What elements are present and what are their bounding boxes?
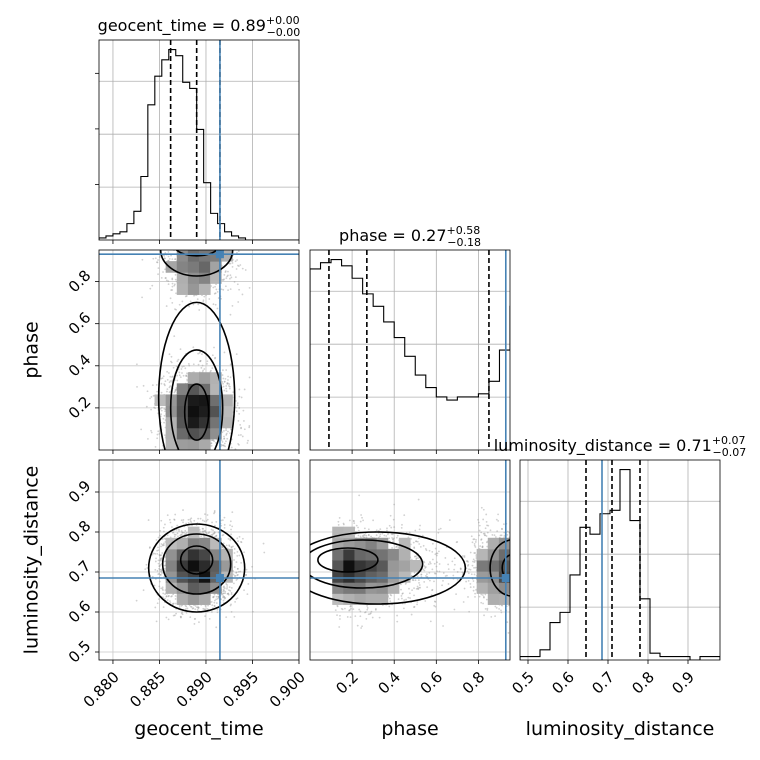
histogram-geocent_time [99, 48, 299, 240]
panel-title-geocent_time: geocent_time = 0.89+0.00 −0.00 [98, 14, 301, 39]
panel-frame [309, 459, 511, 661]
histogram-luminosity_distance [520, 468, 720, 660]
y-axis-label-phase: phase [21, 321, 43, 378]
x-tick-label: 0.7 [588, 668, 618, 698]
x-tick-label: 0.6 [548, 668, 578, 698]
density-blocks [332, 526, 510, 605]
x-tick-label: 0.6 [417, 668, 447, 698]
y-axis-label-luminosity_distance: luminosity_distance [21, 466, 43, 655]
x-axis-label-geocent_time: geocent_time [134, 718, 263, 740]
x-tick-label: 0.9 [668, 668, 698, 698]
x-tick-label: 0.2 [332, 668, 362, 698]
x-tick-label: 0.900 [266, 668, 309, 711]
panel-frame [309, 249, 511, 451]
panel-frame [98, 459, 300, 661]
truth-marker [215, 250, 224, 259]
truth-marker [501, 574, 510, 582]
hist-panel-luminosity_distance: luminosity_distance = 0.71+0.07 −0.07 [494, 434, 747, 664]
x-tick-label: 0.5 [508, 668, 538, 698]
y-tick-label: 0.5 [65, 637, 95, 667]
y-tick-label: 0.4 [65, 351, 95, 381]
hist-panel-geocent_time: geocent_time = 0.89+0.00 −0.00 [95, 14, 301, 244]
x-tick-label: 0.8 [628, 668, 658, 698]
scatter-panel-geocent_time-luminosity_distance [95, 459, 300, 664]
x-axis-label-phase: phase [381, 718, 438, 740]
y-tick-label: 0.6 [65, 309, 95, 339]
y-tick-label: 0.6 [65, 597, 95, 627]
x-tick-label: 0.4 [375, 668, 405, 698]
panel-title-luminosity_distance: luminosity_distance = 0.71+0.07 −0.07 [494, 434, 747, 459]
y-tick-label: 0.7 [65, 557, 95, 587]
x-tick-label: 0.880 [80, 668, 123, 711]
panel-frame [98, 249, 300, 451]
panel-frame [519, 459, 721, 661]
x-tick-label: 0.895 [219, 668, 262, 711]
panel-title-phase: phase = 0.27+0.58 −0.18 [339, 224, 481, 249]
panel-frame [98, 39, 300, 241]
y-tick-label: 0.8 [65, 266, 95, 296]
scatter-panel-phase-luminosity_distance [309, 459, 511, 664]
x-tick-label: 0.8 [459, 668, 489, 698]
contours [157, 250, 236, 450]
y-tick-label: 0.2 [65, 393, 95, 423]
x-axis-label-luminosity_distance: luminosity_distance [526, 718, 715, 740]
truth-marker [215, 574, 224, 582]
contours [147, 523, 246, 613]
x-tick-label: 0.885 [126, 668, 169, 711]
hist-panel-phase: phase = 0.27+0.58 −0.18 [309, 224, 511, 454]
contours [310, 531, 510, 605]
x-tick-label: 0.890 [173, 668, 216, 711]
y-tick-label: 0.8 [65, 517, 95, 547]
scatter-panel-geocent_time-phase [95, 249, 300, 454]
y-tick-label: 0.9 [65, 477, 95, 507]
